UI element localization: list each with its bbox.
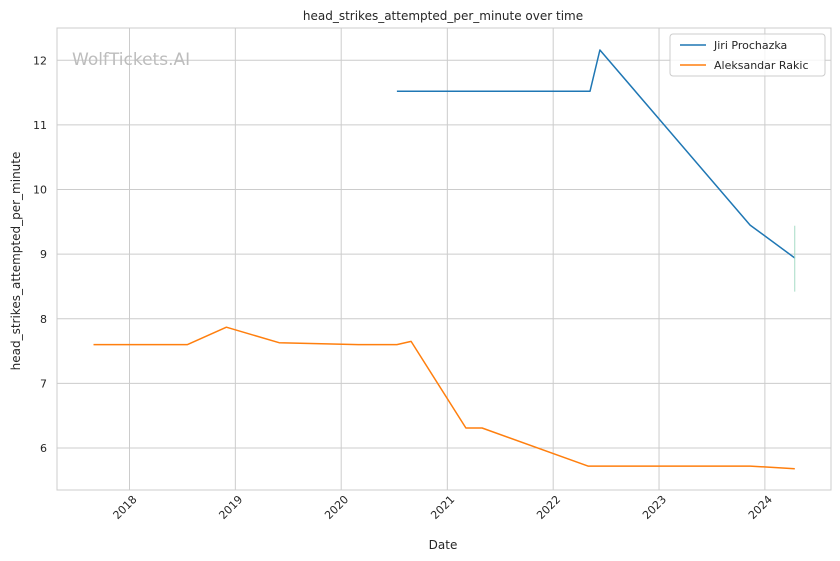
watermark: WolfTickets.AI xyxy=(72,50,190,70)
x-tick-label: 2022 xyxy=(534,493,563,522)
y-tick-label: 8 xyxy=(40,313,47,326)
x-axis-label: Date xyxy=(429,538,458,552)
x-tick-label: 2023 xyxy=(640,493,669,522)
grid xyxy=(57,28,831,490)
series-line-jiri-prochazka xyxy=(396,49,796,259)
y-tick-label: 9 xyxy=(40,248,47,261)
x-tick-label: 2018 xyxy=(111,493,140,522)
plot-frame xyxy=(56,27,832,491)
y-tick-label: 6 xyxy=(40,442,47,455)
series-layer xyxy=(93,49,796,470)
legend-box xyxy=(669,33,826,77)
y-tick-label: 7 xyxy=(40,377,47,390)
legend-label: Aleksandar Rakic xyxy=(714,59,809,72)
y-tick-label: 10 xyxy=(33,184,47,197)
legend: Jiri Prochazka Aleksandar Rakic xyxy=(669,33,826,77)
y-axis: 6 7 8 9 10 11 12 xyxy=(33,54,47,455)
legend-label: Jiri Prochazka xyxy=(713,39,787,52)
y-axis-label: head_strikes_attempted_per_minute xyxy=(9,152,23,371)
x-axis: 2018 2019 2020 2021 2022 2023 2024 xyxy=(111,493,775,522)
x-tick-label: 2020 xyxy=(322,493,351,522)
x-tick-label: 2021 xyxy=(428,493,457,522)
x-tick-label: 2019 xyxy=(216,493,245,522)
series-line-aleksandar-rakic xyxy=(93,326,795,470)
y-tick-label: 11 xyxy=(33,119,47,132)
x-tick-label: 2024 xyxy=(746,493,775,522)
chart-title: head_strikes_attempted_per_minute over t… xyxy=(303,9,583,23)
y-tick-label: 12 xyxy=(33,54,47,67)
